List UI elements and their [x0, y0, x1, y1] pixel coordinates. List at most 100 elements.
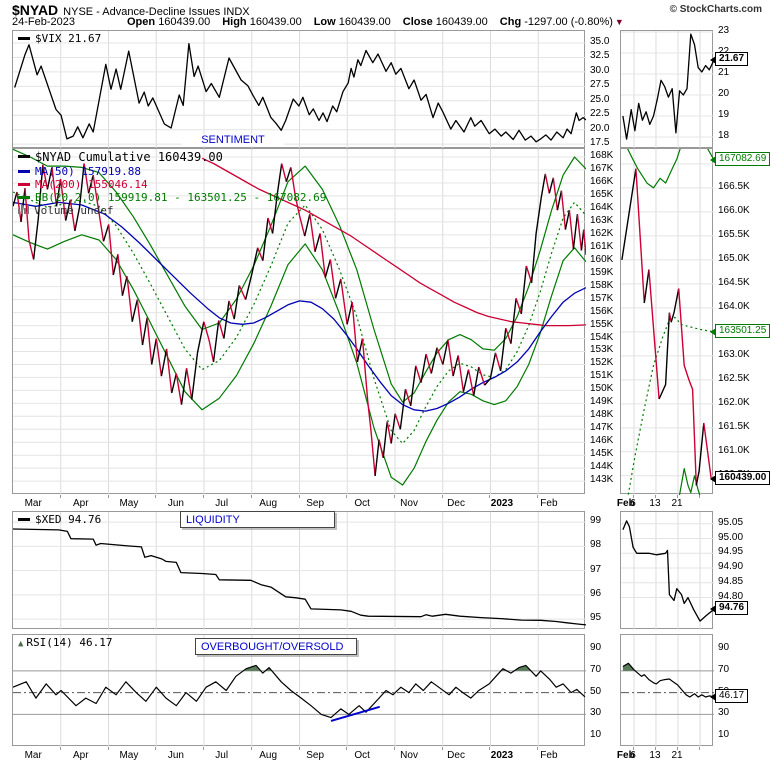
nyad-y-axis-label: 144K	[590, 461, 614, 473]
xed-plot	[13, 512, 586, 630]
panel-nyad-zoom	[620, 148, 714, 495]
vix-y-axis-label: 25.0	[590, 93, 610, 105]
rsi-axis-tick	[489, 747, 491, 750]
line-swatch-icon	[18, 36, 30, 40]
mnyad-y-axis-label: 163.0K	[718, 348, 750, 360]
rsi-x-axis-label: May	[119, 750, 139, 761]
vix-y-axis-label: 32.5	[590, 50, 610, 62]
nyad-x-axis-label: 2023	[490, 498, 514, 509]
nyad-x-axis-label: Mar	[24, 498, 42, 509]
nyad-y-axis-label: 159K	[590, 266, 614, 278]
nyad-y-axis-label: 161K	[590, 240, 614, 252]
nyad-x-axis-label: Jun	[167, 498, 184, 509]
nyad-y-axis-label: 160K	[590, 253, 614, 265]
nyad-y-axis-label: 150K	[590, 383, 614, 395]
mrsi-x-axis-label: 13	[649, 750, 661, 761]
mxed-y-axis-label: 94.80	[718, 590, 744, 602]
mvix-y-axis-label: 19	[718, 109, 730, 121]
legend-ma50: MA(50) 157919.88	[18, 166, 141, 178]
mvix-y-axis-label: 22	[718, 46, 729, 57]
vix-plot	[13, 31, 586, 149]
rsi-x-axis-label: Sep	[306, 750, 325, 761]
legend-volume-label: Volume undef	[34, 204, 114, 217]
nyad-x-axis-label: Apr	[72, 498, 89, 509]
mvix-y-axis-label: 18	[718, 130, 730, 142]
nyad-y-axis-label: 147K	[590, 422, 614, 434]
nyad-axis-tick	[107, 495, 109, 498]
panel-xed-zoom	[620, 511, 714, 630]
mnyad-plot	[621, 149, 714, 495]
mxed-plot	[621, 512, 714, 630]
panel-rsi-zoom	[620, 634, 714, 747]
mrsi-y-axis-label: 70	[718, 663, 730, 675]
mrsi-axis-tick	[677, 747, 678, 750]
xed-y-axis-label: 96	[590, 587, 602, 599]
rsi-axis-tick	[394, 747, 396, 750]
mvix-y-axis-label: 20	[718, 88, 730, 100]
mrsi-axis-tick	[699, 747, 701, 750]
close-value: 160439.00	[435, 16, 488, 28]
nyad-y-axis-label: 148K	[590, 409, 614, 421]
nyad-y-axis-label: 165K	[590, 188, 614, 200]
overbought-oversold-label: OVERBOUGHT/OVERSOLD	[195, 638, 357, 655]
nyad-plot	[13, 149, 586, 495]
xed-y-axis-label: 98	[590, 539, 602, 551]
mrsi-y-axis-label: 90	[718, 642, 730, 654]
legend-ma50-label: MA(50) 157919.88	[35, 165, 141, 178]
rsi-y-axis-label: 10	[590, 729, 602, 741]
rsi-x-axis-label: Jul	[215, 750, 229, 761]
vix-y-axis-label: 22.5	[590, 108, 610, 120]
rsi-y-axis-label: 70	[590, 663, 602, 675]
open-label: Open	[127, 16, 156, 28]
rsi-axis-tick	[537, 747, 539, 750]
rsi-x-axis-label: Oct	[354, 750, 370, 761]
rsi-axis-tick	[298, 747, 300, 750]
nyad-y-axis-label: 153K	[590, 344, 614, 356]
nyad-y-axis-label: 155K	[590, 318, 614, 330]
rsi-y-axis-label: 90	[590, 642, 602, 654]
quote-date: 24-Feb-2023	[12, 16, 75, 28]
rsi-x-axis-label: Dec	[447, 750, 465, 761]
mxed-y-axis-label: 94.95	[718, 546, 744, 558]
nyad-x-axis-label: Dec	[447, 498, 465, 509]
mnyad-axis-tick	[654, 495, 656, 498]
nyad-y-axis-label: 156K	[590, 305, 614, 317]
mrsi-axis-tick	[633, 747, 635, 750]
mnyad-axis-tick	[677, 495, 678, 498]
line-swatch-icon	[18, 517, 30, 521]
nyad-axis-tick	[537, 495, 539, 498]
high-value: 160439.00	[249, 16, 302, 28]
mnyad-y-axis-label: 164.5K	[718, 276, 750, 288]
nyad-y-axis-label: 158K	[590, 279, 614, 291]
mnyad-x-axis-label: 21	[671, 498, 683, 509]
nyad-axis-tick	[298, 495, 300, 498]
nyad-x-axis-label: Sep	[306, 498, 325, 509]
nyad-axis-tick	[346, 495, 348, 498]
rsi-axis-tick	[155, 747, 157, 750]
nyad-axis-tick	[250, 495, 252, 498]
rsi-x-axis-label: Jun	[167, 750, 184, 761]
mnyad-y-axis-label: 161.5K	[718, 420, 750, 432]
mvix-y-axis-label: 23	[718, 25, 730, 37]
nyad-y-axis-label: 154K	[590, 331, 614, 343]
legend-nyad-main-label: $NYAD Cumulative 160439.00	[35, 150, 223, 164]
nyad-y-axis-label: 166K	[590, 175, 614, 187]
mrsi-plot	[621, 635, 714, 747]
nyad-y-axis-label: 145K	[590, 448, 614, 460]
mrsi-y-axis-label: 30	[718, 707, 730, 719]
copyright: © StockCharts.com	[669, 4, 762, 15]
rsi-x-axis-label: Mar	[24, 750, 42, 761]
open-value: 160439.00	[158, 16, 211, 28]
panel-xed	[12, 511, 586, 630]
rsi-x-axis-label: Nov	[400, 750, 418, 761]
rsi-x-axis-label: Aug	[259, 750, 278, 761]
symbol-title: $NYAD	[12, 2, 59, 18]
nyad-y-axis-label: 151K	[590, 370, 614, 382]
mnyad-value-callout: 167082.69	[709, 152, 770, 167]
mnyad-y-axis-label: 161.0K	[718, 444, 750, 456]
rsi-axis-tick	[59, 747, 61, 750]
vix-y-axis-label: 27.5	[590, 79, 610, 91]
nyad-y-axis-label: 164K	[590, 201, 614, 213]
nyad-x-axis-label: May	[119, 498, 139, 509]
